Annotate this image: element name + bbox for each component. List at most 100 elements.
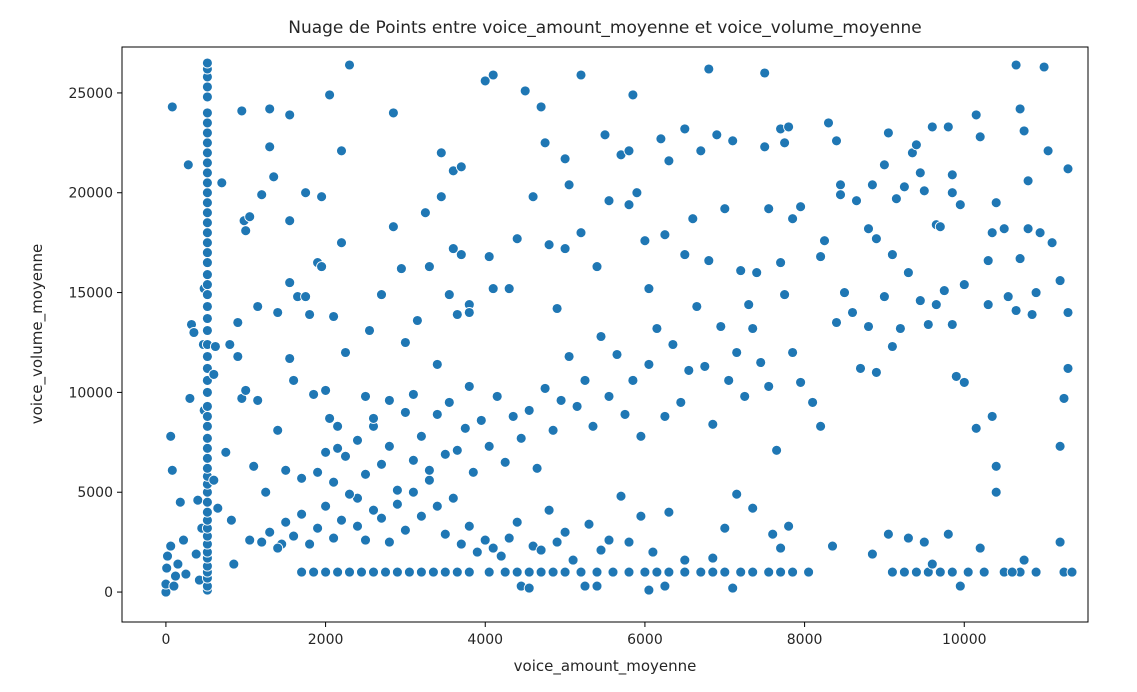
data-point-276 [499,566,511,578]
data-point-325 [296,508,308,520]
data-point-279 [535,566,547,578]
data-point-244 [1014,103,1026,115]
data-point-416 [555,394,567,406]
data-point-427 [643,358,655,370]
data-point-137 [376,289,387,301]
data-point-142 [399,337,411,348]
data-point-228 [918,185,930,197]
data-point-458 [902,267,914,279]
data-point-350 [495,550,507,562]
data-point-313 [523,582,535,594]
data-point-132 [344,59,355,71]
data-point-406 [475,414,487,426]
data-point-266 [368,566,379,578]
data-point-474 [1030,287,1042,299]
data-point-71 [201,137,213,149]
data-point-119 [304,309,316,320]
data-point-283 [591,566,603,578]
data-point-190 [679,249,691,261]
data-point-60 [201,247,213,259]
data-point-57 [201,279,213,291]
data-point-334 [368,504,379,516]
data-point-446 [795,376,807,388]
data-point-321 [264,526,276,538]
data-point-156 [463,380,475,392]
data-point-226 [910,139,922,151]
data-point-102 [260,486,272,498]
data-point-164 [511,233,523,245]
data-point-264 [344,566,355,578]
data-point-92 [236,105,248,117]
data-point-236 [958,279,970,291]
data-point-42 [201,452,213,464]
data-point-432 [683,364,695,376]
data-point-469 [990,460,1002,472]
data-point-173 [563,179,575,191]
y-tick-label-0: 0 [104,585,113,601]
data-point-450 [839,287,850,299]
data-point-10 [172,558,184,570]
data-point-193 [703,63,715,75]
data-point-428 [651,323,663,334]
data-point-84 [216,177,228,189]
data-point-415 [547,424,559,436]
data-point-148 [435,147,447,159]
data-point-15 [184,392,196,404]
data-point-407 [483,440,495,452]
data-point-361 [603,534,615,546]
data-point-152 [447,243,459,255]
data-point-186 [655,133,667,145]
data-point-435 [707,418,719,430]
data-point-159 [479,75,491,87]
data-point-329 [328,532,340,544]
data-point-274 [463,566,475,578]
data-point-453 [863,321,874,332]
data-point-414 [539,382,551,394]
data-point-7 [166,101,178,113]
data-point-96 [240,384,252,396]
x-tick-label-8000: 8000 [787,632,823,648]
data-point-74 [201,107,213,119]
data-point-162 [487,283,499,295]
data-point-194 [703,255,715,267]
data-point-403 [451,444,463,456]
data-point-299 [886,566,898,578]
data-point-394 [383,440,395,452]
data-point-401 [439,448,451,460]
data-point-215 [835,189,846,201]
data-point-98 [248,460,260,472]
data-point-402 [443,396,455,408]
data-point-88 [228,558,240,570]
data-point-389 [340,450,351,462]
data-point-184 [639,235,651,247]
data-point-214 [835,179,846,191]
y-axis-label: voice_volume_moyenne [28,244,47,424]
data-point-134 [360,390,371,402]
x-axis-label: voice_amount_moyenne [514,657,697,676]
data-point-89 [232,317,244,328]
data-point-346 [463,520,475,532]
data-point-217 [863,223,874,235]
data-point-191 [687,213,699,225]
data-point-167 [535,101,547,113]
data-point-400 [431,408,443,420]
data-point-80 [208,474,220,486]
data-point-113 [284,109,296,121]
data-point-221 [882,127,894,139]
data-point-467 [982,299,994,311]
data-point-161 [487,69,499,81]
data-point-197 [727,135,739,147]
data-point-44 [201,432,213,444]
data-point-397 [407,454,419,466]
data-point-438 [731,347,743,358]
data-point-473 [1026,309,1038,320]
data-point-205 [775,257,787,269]
data-point-210 [815,251,827,263]
data-point-322 [272,542,284,554]
data-point-280 [547,566,559,578]
data-point-422 [603,390,615,402]
data-point-254 [1062,163,1074,175]
data-point-189 [679,123,691,135]
data-point-139 [387,107,399,119]
data-point-398 [415,430,427,442]
